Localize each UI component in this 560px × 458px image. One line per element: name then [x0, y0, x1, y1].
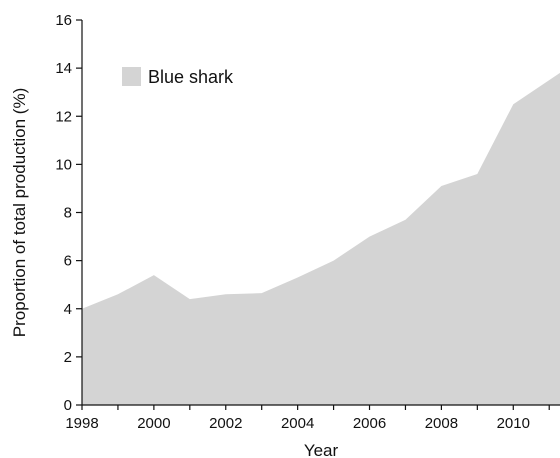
y-tick-label: 6 — [64, 253, 72, 270]
x-tick-label: 2006 — [353, 415, 386, 432]
x-axis-title: Year — [304, 441, 339, 458]
y-tick-label: 14 — [55, 60, 72, 77]
y-axis-title: Proportion of total production (%) — [10, 88, 29, 337]
y-tick-label: 4 — [64, 301, 72, 318]
y-axis-ticks: 0 2 4 6 8 10 12 14 16 — [55, 12, 82, 414]
y-tick-label: 8 — [64, 205, 72, 222]
y-tick-label: 0 — [64, 397, 72, 414]
x-tick-label: 2000 — [137, 415, 170, 432]
x-tick-label: 2008 — [425, 415, 458, 432]
y-tick-label: 2 — [64, 349, 72, 366]
y-tick-label: 16 — [55, 12, 72, 29]
y-tick-label: 10 — [55, 156, 72, 173]
x-tick-label: 1998 — [65, 415, 98, 432]
legend: Blue shark — [122, 67, 234, 87]
legend-swatch-blue-shark — [122, 67, 141, 86]
legend-label-blue-shark: Blue shark — [148, 67, 234, 87]
y-tick-label: 12 — [55, 108, 72, 125]
area-series-blue-shark — [82, 72, 560, 406]
x-tick-label: 2004 — [281, 415, 314, 432]
x-tick-label: 2002 — [209, 415, 242, 432]
x-axis-ticks: 1998 2000 2002 2004 2006 2008 2010 — [65, 405, 550, 432]
x-tick-label: 2010 — [497, 415, 530, 432]
